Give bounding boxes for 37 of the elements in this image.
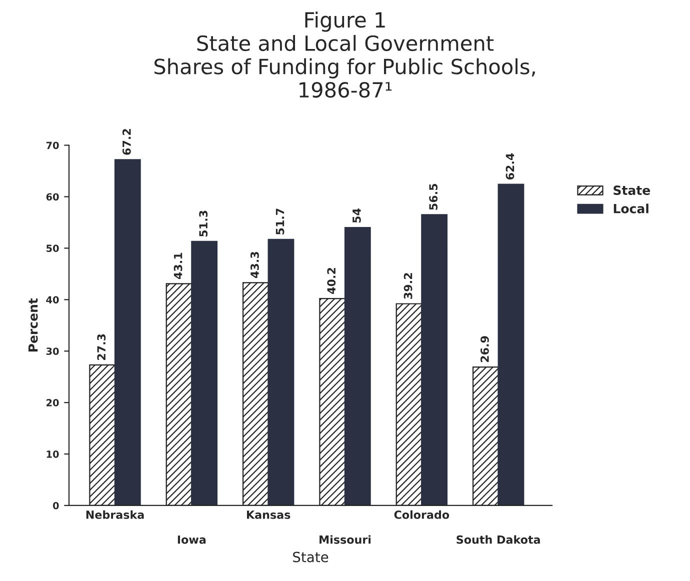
- bar: [114, 159, 141, 506]
- data-label: 43.3: [250, 252, 259, 278]
- y-tick-label: 30: [46, 348, 59, 355]
- data-label: 56.5: [429, 184, 438, 210]
- x-tick-label: Missouri: [320, 535, 371, 544]
- data-label: 40.2: [327, 268, 336, 294]
- data-label: 43.1: [174, 252, 182, 280]
- x-tick-label: Nebraska: [86, 510, 144, 519]
- y-axis-title: Percent: [28, 298, 38, 352]
- data-label: 51.7: [276, 208, 284, 234]
- bar: [421, 214, 448, 506]
- x-axis-title: State: [293, 552, 328, 562]
- y-tick-label: 0: [52, 502, 59, 510]
- data-label: 54: [352, 208, 361, 223]
- x-tick-label: Iowa: [178, 536, 206, 544]
- data-label: 67.2: [122, 129, 131, 155]
- x-tick-label: Colorado: [394, 510, 450, 519]
- legend-label: Local: [614, 204, 648, 214]
- bar: [344, 227, 371, 506]
- bar: [498, 184, 524, 506]
- y-tick-label: 60: [46, 193, 59, 201]
- data-label: 26.9: [480, 336, 489, 362]
- y-tick-label: 10: [46, 450, 59, 458]
- x-tick-label: South Dakota: [456, 535, 540, 544]
- data-label: 39.2: [404, 273, 412, 299]
- y-tick-label: 20: [46, 399, 59, 406]
- bar: [191, 240, 218, 506]
- data-label: 51.3: [199, 210, 208, 236]
- chart-title: Figure 1 State and Local Government Shares of Funding for Public Schools, 1986-87¹: [154, 12, 535, 98]
- x-tick-label: Kansas: [246, 510, 290, 519]
- y-tick-label: 70: [46, 142, 59, 150]
- data-label: 62.4: [506, 153, 514, 180]
- data-label: 27.3: [97, 334, 106, 360]
- y-tick-label: 50: [46, 244, 59, 252]
- bar: [268, 238, 294, 506]
- legend-label: State: [614, 186, 650, 195]
- y-tick-label: 40: [46, 296, 59, 304]
